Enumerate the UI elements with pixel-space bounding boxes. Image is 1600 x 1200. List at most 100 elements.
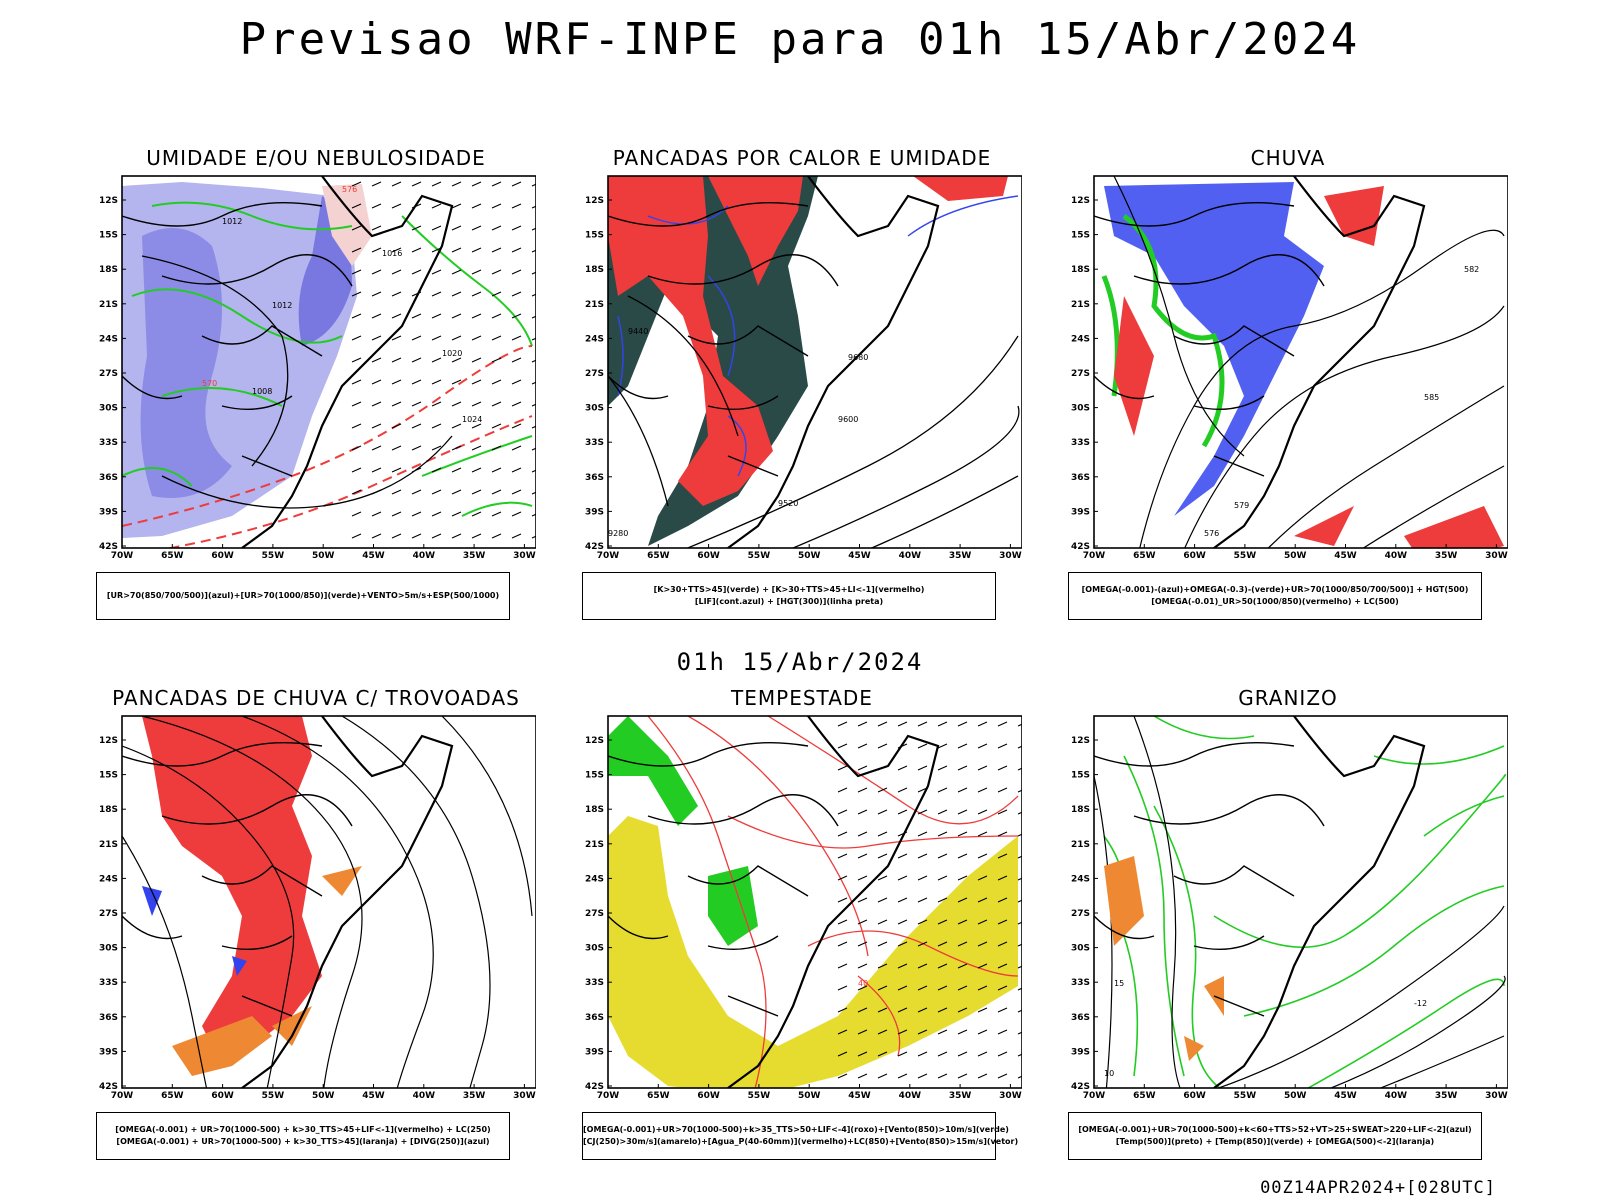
panel-pancadas-calor: PANCADAS POR CALOR E UMIDADE 9600 9520 9… [582, 146, 1022, 626]
lat-tick-label: 21S [585, 840, 604, 850]
lat-tick-label: 30S [1071, 404, 1090, 414]
wind-vectors [837, 721, 1022, 1079]
lat-tick-label: 39S [99, 507, 118, 517]
lat-tick-label: 30S [1071, 944, 1090, 954]
plot-frame [121, 715, 536, 1089]
streamlines [122, 716, 533, 1088]
lat-tick-label: 18S [585, 265, 604, 275]
borders [1094, 741, 1325, 1017]
lon-tick-label: 40W [413, 1091, 436, 1101]
lon-tick-label: 40W [1385, 1091, 1408, 1101]
lat-tick-label: 39S [1071, 507, 1090, 517]
lat-tick-label: 15S [1071, 231, 1090, 241]
lon-tick-label: 40W [413, 551, 436, 561]
lat-tick-label: 36S [99, 1013, 118, 1023]
lon-tick-label: 45W [848, 551, 871, 561]
lat-tick-label: 24S [585, 334, 604, 344]
lon-tick-label: 70W [597, 551, 620, 561]
lat-tick-label: 39S [585, 1047, 604, 1057]
borders [122, 741, 353, 1017]
plot-frame [607, 715, 1022, 1089]
panel-title: UMIDADE E/OU NEBULOSIDADE [146, 146, 486, 170]
panel-tempestade: TEMPESTADE 40 12S 15S 18S 21S 24S 27S 30S 33S 36… [582, 686, 1022, 1166]
panel-title: GRANIZO [1238, 686, 1338, 710]
panel-title: PANCADAS DE CHUVA C/ TROVOADAS [112, 686, 520, 710]
panel-legend: [OMEGA(-0.001)+UR>70(1000-500)+k>35_TTS>… [582, 1112, 1018, 1160]
lat-tick-label: 21S [99, 300, 118, 310]
svg-text:1012: 1012 [272, 301, 292, 310]
map-chuva: 585 579 576 582 12S 15S 18S 21S 24S 27S 30S 33S… [1071, 175, 1508, 561]
lon-tick-label: 50W [1284, 1091, 1307, 1101]
lon-tick-label: 55W [1234, 551, 1257, 561]
lat-tick-label: 21S [99, 840, 118, 850]
lat-tick-label: 36S [585, 1013, 604, 1023]
green-area [608, 716, 758, 946]
panel-legend: [OMEGA(-0.001) + UR>70(1000-500) + k>30_… [96, 1112, 510, 1160]
lat-tick-label: 24S [585, 874, 604, 884]
borders [608, 741, 839, 1017]
lat-tick-label: 21S [1071, 840, 1090, 850]
svg-text:9520: 9520 [778, 499, 798, 508]
coastline [727, 176, 940, 548]
panel-chuva: CHUVA 585 579 576 582 12S 15S 18S 21S 24S 27S… [1068, 146, 1508, 626]
coastline [1213, 176, 1426, 548]
panel-legend: [OMEGA(-0.001)+UR>70(1000-500)+k<60+TTS>… [1068, 1112, 1482, 1160]
lat-tick-label: 12S [99, 736, 118, 746]
lat-tick-label: 30S [99, 404, 118, 414]
coastline [727, 716, 940, 1088]
contour-black [1113, 176, 1505, 548]
lat-tick-label: 39S [1071, 1047, 1090, 1057]
lat-tick-label: 12S [1071, 736, 1090, 746]
lon-tick-label: 35W [949, 1091, 972, 1101]
lon-tick-label: 50W [312, 551, 335, 561]
contour-green [122, 201, 533, 517]
lon-tick-label: 55W [262, 551, 285, 561]
lat-tick-label: 33S [99, 438, 118, 448]
plot-frame [121, 175, 536, 549]
panel-title: CHUVA [1250, 146, 1326, 170]
lat-tick-label: 12S [585, 736, 604, 746]
svg-text:9600: 9600 [838, 415, 858, 424]
svg-text:1016: 1016 [382, 249, 402, 258]
map-granizo: -12 15 10 12S 15S 18S 21S 24S 27S 30S 33S 36S 39S… [1071, 715, 1508, 1101]
lat-tick-label: 18S [99, 265, 118, 275]
blue-area [1104, 182, 1324, 516]
svg-text:570: 570 [202, 379, 217, 388]
lon-tick-label: 70W [111, 1091, 134, 1101]
coastline [241, 716, 454, 1088]
lat-tick-label: 42S [1071, 542, 1090, 552]
lon-tick-label: 65W [1133, 1091, 1156, 1101]
yellow-area [608, 816, 1018, 1088]
blue-area [142, 886, 247, 976]
lon-tick-label: 60W [697, 551, 720, 561]
lat-tick-label: 27S [1071, 369, 1090, 379]
lon-tick-label: 30W [1485, 551, 1508, 561]
contour-black [608, 295, 1020, 548]
lat-tick-label: 33S [99, 978, 118, 988]
lon-tick-label: 35W [1435, 1091, 1458, 1101]
lon-tick-label: 70W [111, 551, 134, 561]
lat-tick-label: 15S [1071, 771, 1090, 781]
lon-tick-label: 60W [697, 1091, 720, 1101]
lon-tick-label: 50W [312, 1091, 335, 1101]
lon-tick-label: 30W [999, 1091, 1022, 1101]
contour-red [647, 716, 1019, 1088]
svg-text:585: 585 [1424, 393, 1439, 402]
svg-text:40: 40 [858, 979, 868, 988]
lat-tick-label: 12S [1071, 196, 1090, 206]
lon-tick-label: 70W [597, 1091, 620, 1101]
lat-tick-label: 27S [99, 369, 118, 379]
lon-tick-label: 65W [647, 551, 670, 561]
red-area [913, 176, 1008, 201]
red-area [608, 176, 773, 506]
lat-tick-label: 39S [585, 507, 604, 517]
lon-tick-label: 55W [1234, 1091, 1257, 1101]
lon-tick-label: 45W [1334, 1091, 1357, 1101]
lat-tick-label: 42S [1071, 1082, 1090, 1092]
panel-legend: [UR>70(850/700/500)](azul)+[UR>70(1000/8… [96, 572, 510, 620]
svg-text:10: 10 [1104, 1069, 1114, 1078]
forecast-time-label: 01h 15/Abr/2024 [676, 648, 924, 676]
lat-tick-label: 15S [585, 771, 604, 781]
